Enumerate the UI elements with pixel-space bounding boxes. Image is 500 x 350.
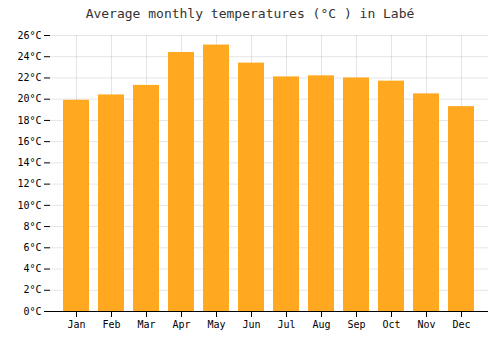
svg-text:Oct: Oct [382, 319, 400, 330]
svg-text:Feb: Feb [102, 319, 120, 330]
svg-text:10°C: 10°C [17, 200, 41, 211]
svg-text:Jul: Jul [277, 319, 295, 330]
svg-text:Mar: Mar [137, 319, 155, 330]
svg-text:Jun: Jun [242, 319, 260, 330]
svg-text:22°C: 22°C [17, 72, 41, 83]
svg-text:2°C: 2°C [23, 284, 41, 295]
svg-text:0°C: 0°C [23, 306, 41, 317]
svg-text:16°C: 16°C [17, 136, 41, 147]
svg-text:14°C: 14°C [17, 157, 41, 168]
svg-text:May: May [207, 319, 225, 330]
svg-text:26°C: 26°C [17, 30, 41, 41]
svg-text:6°C: 6°C [23, 242, 41, 253]
svg-text:8°C: 8°C [23, 221, 41, 232]
svg-text:Sep: Sep [347, 319, 365, 330]
svg-text:Dec: Dec [452, 319, 470, 330]
svg-text:Jan: Jan [67, 319, 85, 330]
html-text:Average monthly temperatures (: Average monthly temperatures (°C ) in La… [85, 6, 415, 21]
svg-text:Apr: Apr [172, 319, 190, 330]
svg-text:18°C: 18°C [17, 115, 41, 126]
svg-text:Aug: Aug [312, 319, 330, 330]
svg-text:12°C: 12°C [17, 178, 41, 189]
svg-text:Nov: Nov [417, 319, 435, 330]
svg-text:20°C: 20°C [17, 93, 41, 104]
svg-text:24°C: 24°C [17, 51, 41, 62]
svg-text:4°C: 4°C [23, 263, 41, 274]
